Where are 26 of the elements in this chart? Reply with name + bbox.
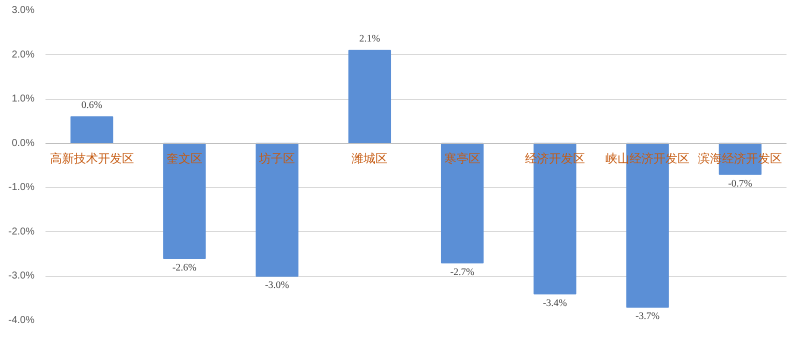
data-label: 2.1% — [359, 33, 380, 44]
data-label: -2.6% — [172, 262, 197, 274]
y-tick-label: 3.0% — [12, 5, 35, 16]
bar — [256, 142, 298, 277]
data-label: -3.4% — [542, 298, 568, 309]
y-tick-label: -4.0% — [8, 315, 35, 326]
bar — [70, 116, 114, 144]
x-tick-label: 高新技术开发区 — [50, 151, 134, 166]
data-label: -0.7% — [728, 178, 752, 190]
y-tick-label: 1.0% — [12, 94, 35, 105]
bar — [440, 142, 484, 264]
x-tick-label: 坊子区 — [258, 151, 296, 166]
bar — [348, 50, 392, 144]
data-label: -2.7% — [450, 266, 474, 278]
y-tick-label: -1.0% — [8, 182, 35, 194]
y-tick-label: 0.0% — [12, 138, 35, 149]
y-tick-label: -3.0% — [8, 270, 35, 282]
x-tick-label: 潍城区 — [352, 151, 388, 166]
data-label: -3.0% — [264, 280, 290, 292]
bar — [163, 142, 206, 259]
x-tick-label: 奎文区 — [166, 151, 202, 166]
y-tick-label: -2.0% — [8, 226, 35, 238]
data-label: 0.6% — [81, 100, 102, 111]
y-tick-label: 2.0% — [12, 49, 35, 60]
data-label: -3.7% — [635, 311, 660, 322]
x-tick-label: 寒亭区 — [444, 151, 480, 166]
